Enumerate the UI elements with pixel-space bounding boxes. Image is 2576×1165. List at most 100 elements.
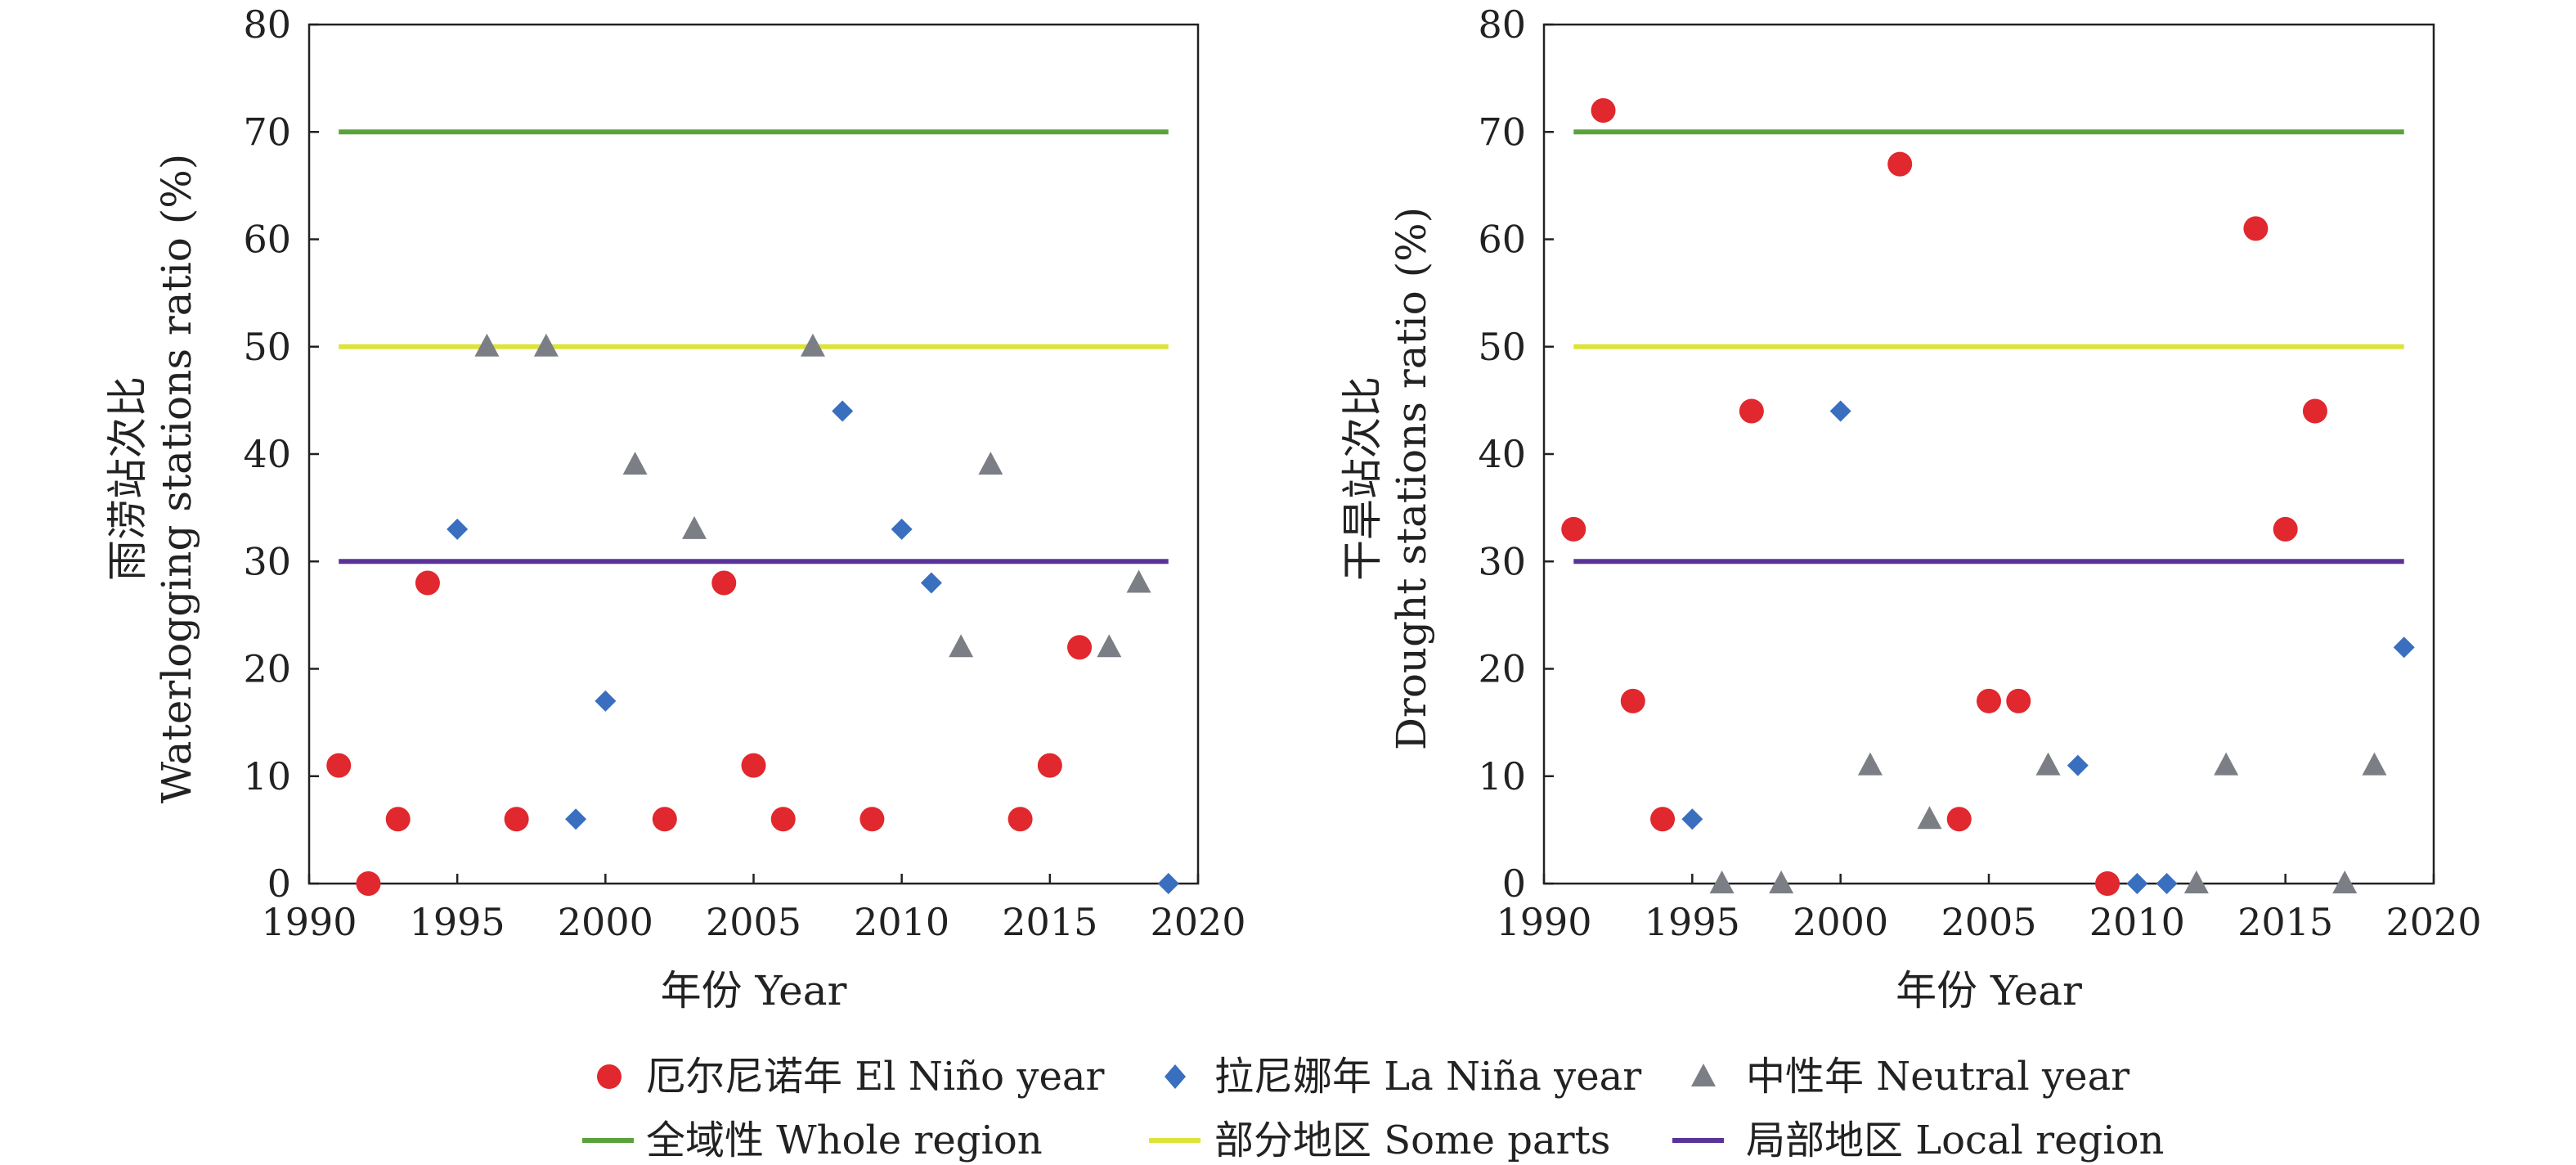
- y-tick-label: 10: [1478, 754, 1526, 798]
- la_nina-point: [447, 518, 469, 540]
- legend-item-whole-region: 全域性 Whole region: [582, 1118, 1043, 1163]
- el_nino-point: [1650, 807, 1676, 832]
- el_nino-point: [2095, 871, 2120, 896]
- legend-el-nino-marker: [597, 1064, 622, 1089]
- y-tick-label: 50: [243, 325, 291, 369]
- y-tick-label: 60: [243, 218, 291, 262]
- legend-item-some-parts: 部分地区 Some parts: [1149, 1118, 1610, 1163]
- el_nino-point: [1037, 753, 1062, 778]
- neutral-point: [2332, 870, 2358, 893]
- neutral-point: [2035, 752, 2061, 776]
- neutral-point: [533, 333, 559, 357]
- x-tick-label: 2000: [558, 900, 653, 944]
- drought-panel: 0 10 20 30 40 50 60 70 80 1990 1995 2000 2005 2010 201…: [1339, 2, 2482, 1014]
- el_nino-point: [385, 807, 411, 832]
- el_nino-point: [1067, 635, 1093, 660]
- neutral-point: [1097, 634, 1122, 658]
- y-tick-label: 70: [243, 110, 291, 154]
- y-tick-label: 80: [1478, 2, 1526, 47]
- y-tick-label: 30: [1478, 539, 1526, 583]
- waterlogging-y-axis-label-en: Waterlogging stations ratio (%): [153, 154, 200, 803]
- legend-whole-region-label: 全域性 Whole region: [646, 1118, 1043, 1163]
- neutral-point: [682, 515, 707, 539]
- neutral-point: [1917, 806, 1942, 830]
- el_nino-point: [770, 807, 796, 832]
- legend-local-region-label: 局部地区 Local region: [1746, 1118, 2164, 1163]
- drought-y-axis-label-en: Drought stations ratio (%): [1388, 207, 1435, 750]
- neutral-point: [1126, 569, 1151, 593]
- el_nino-point: [1008, 807, 1033, 832]
- el_nino-point: [326, 753, 352, 778]
- la_nina-point: [2126, 873, 2148, 894]
- drought-y-axis-label-cn: 干旱站次比: [1339, 376, 1386, 581]
- y-tick-label: 20: [243, 647, 291, 691]
- x-tick-label: 2015: [2237, 900, 2333, 944]
- el_nino-point: [741, 753, 766, 778]
- x-tick-label: 2020: [2385, 900, 2481, 944]
- neutral-point: [474, 333, 500, 357]
- el_nino-point: [356, 871, 381, 896]
- y-tick-label: 60: [1478, 218, 1526, 262]
- x-tick-label: 2020: [1150, 900, 1245, 944]
- legend-la-nina-label: 拉尼娜年 La Niña year: [1214, 1054, 1641, 1100]
- la_nina-point: [1157, 873, 1179, 894]
- la_nina-point: [1681, 808, 1703, 830]
- y-tick-label: 20: [1478, 647, 1526, 691]
- la_nina-point: [565, 808, 587, 830]
- drought-x-axis-label: 年份 Year: [1896, 967, 2082, 1014]
- el_nino-point: [652, 807, 677, 832]
- el_nino-point: [2006, 688, 2031, 713]
- waterlogging-x-axis-label: 年份 Year: [661, 967, 847, 1014]
- el_nino-point: [1887, 151, 1913, 177]
- el_nino-point: [1591, 98, 1616, 123]
- x-tick-label: 1995: [410, 900, 505, 944]
- y-tick-label: 50: [1478, 325, 1526, 369]
- legend-la-nina-marker: [1165, 1064, 1186, 1089]
- x-tick-label: 1990: [261, 900, 357, 944]
- neutral-point: [949, 634, 974, 658]
- legend-item-local-region: 局部地区 Local region: [1672, 1118, 2164, 1163]
- legend-item-la-nina: 拉尼娜年 La Niña year: [1165, 1054, 1641, 1100]
- x-tick-label: 2015: [1002, 900, 1097, 944]
- legend: 厄尔尼诺年 El Niño year 拉尼娜年 La Niña year 中性年…: [582, 1054, 2164, 1163]
- el_nino-point: [415, 570, 440, 596]
- la_nina-point: [595, 690, 617, 712]
- waterlogging-panel: 0 10 20 30 40 50 60 70 80 1990 1995 2000 2005 2010 201…: [104, 2, 1246, 1014]
- legend-el-nino-label: 厄尔尼诺年 El Niño year: [646, 1054, 1104, 1100]
- y-tick-label: 0: [1502, 861, 1526, 906]
- neutral-point: [800, 333, 825, 357]
- y-tick-label: 40: [243, 432, 291, 476]
- y-tick-label: 70: [1478, 110, 1526, 154]
- el_nino-point: [2302, 398, 2327, 424]
- la_nina-point: [2393, 636, 2415, 659]
- el_nino-point: [1561, 516, 1586, 542]
- la_nina-point: [1829, 400, 1851, 422]
- el_nino-point: [711, 570, 737, 596]
- la_nina-point: [2067, 754, 2089, 776]
- neutral-point: [622, 452, 648, 475]
- y-tick-label: 80: [243, 2, 291, 47]
- neutral-point: [1709, 870, 1735, 893]
- el_nino-point: [859, 807, 885, 832]
- el_nino-point: [2273, 516, 2298, 542]
- neutral-point: [2214, 752, 2239, 776]
- neutral-point: [978, 452, 1003, 475]
- x-tick-label: 2000: [1793, 900, 1888, 944]
- el_nino-point: [1620, 688, 1645, 713]
- y-tick-label: 0: [267, 861, 291, 906]
- el_nino-point: [1739, 398, 1764, 424]
- legend-some-parts-label: 部分地区 Some parts: [1214, 1118, 1610, 1163]
- y-tick-label: 30: [243, 539, 291, 583]
- x-tick-label: 1995: [1645, 900, 1740, 944]
- x-tick-label: 2005: [706, 900, 801, 944]
- waterlogging-y-axis-label-cn: 雨涝站次比: [104, 376, 151, 581]
- x-tick-label: 2010: [2089, 900, 2185, 944]
- el_nino-point: [1977, 688, 2001, 713]
- neutral-point: [2183, 870, 2209, 893]
- el_nino-point: [504, 807, 529, 832]
- x-tick-label: 1990: [1496, 900, 1591, 944]
- neutral-point: [1857, 752, 1883, 776]
- legend-item-neutral: 中性年 Neutral year: [1691, 1054, 2129, 1100]
- neutral-point: [2362, 752, 2387, 776]
